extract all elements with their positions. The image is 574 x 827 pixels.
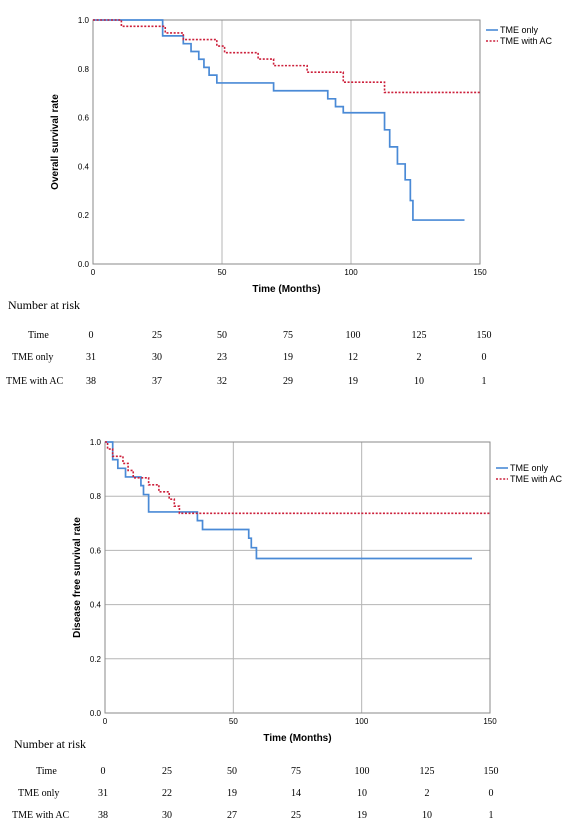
risk-count: 25 [291,810,301,821]
risk-count: 31 [98,788,108,799]
x-tick-label: 150 [473,268,487,277]
y-tick-label: 0.2 [78,211,90,220]
risk-time-value: 25 [152,330,162,341]
x-tick-label: 0 [103,717,108,726]
series-line-tme-only [93,19,465,221]
y-tick-label: 0.8 [90,492,102,501]
y-tick-label: 0.0 [78,260,90,269]
y-axis-title: Overall survival rate [50,94,61,190]
risk-time-value: 25 [162,766,172,777]
risk-time-value: 0 [100,766,106,777]
y-tick-label: 0.0 [90,709,102,718]
risk-count: 0 [481,352,487,363]
x-tick-label: 100 [355,717,369,726]
disease-free-survival-panel: 0.0 0.2 0.4 0.6 0.8 1.0 0 50 100 150 Time (Months)… [0,430,574,827]
risk-row-label: TME with AC [6,376,64,387]
legend-label: TME only [510,463,549,473]
risk-count: 37 [152,376,162,387]
x-axis-title: Time (Months) [252,284,320,295]
risk-count: 10 [357,788,367,799]
risk-table-title: Number at risk [14,737,86,751]
series-line-tme-with-ac [93,19,480,94]
legend-label: TME with AC [510,474,563,484]
y-tick-label: 0.4 [90,601,102,610]
risk-count: 2 [416,352,422,363]
x-axis-title: Time (Months) [263,733,331,744]
risk-row-time: Time 0 25 50 75 100 125 150 [0,766,574,782]
risk-count: 30 [152,352,162,363]
risk-count: 19 [357,810,367,821]
risk-time-value: 0 [88,330,94,341]
risk-count: 29 [283,376,293,387]
risk-row-tme-with-ac: TME with AC 38 37 32 29 19 10 1 [0,376,574,392]
y-tick-label: 1.0 [90,438,102,447]
y-tick-label: 0.6 [78,114,90,123]
series-line-tme-only [105,441,473,560]
risk-count: 38 [86,376,96,387]
risk-time-value: 100 [354,766,370,777]
risk-time-value: 125 [419,766,435,777]
risk-count: 2 [424,788,430,799]
risk-count: 1 [488,810,494,821]
series-line-tme-with-ac [105,441,490,515]
risk-count: 12 [348,352,358,363]
risk-count: 19 [283,352,293,363]
x-tick-label: 50 [229,717,238,726]
plot-frame [92,19,481,265]
risk-row-label: Time [28,330,49,341]
risk-time-value: 75 [291,766,301,777]
overall-survival-panel: 0.0 0.2 0.4 0.6 0.8 1.0 0 50 100 150 Time (Months)… [0,0,574,400]
risk-count: 31 [86,352,96,363]
y-axis-title: Disease free survival rate [72,517,83,638]
risk-row-label: TME with AC [12,810,70,821]
risk-row-label: TME only [18,788,60,799]
y-tick-label: 0.4 [78,162,90,171]
x-tick-label: 50 [218,268,227,277]
disease-free-survival-chart: 0.0 0.2 0.4 0.6 0.8 1.0 0 50 100 150 Time (Months)… [72,438,563,744]
x-tick-label: 150 [483,717,497,726]
risk-count: 1 [481,376,487,387]
risk-count: 22 [162,788,172,799]
risk-row-tme-only: TME only 31 30 23 19 12 2 0 [0,352,574,368]
risk-count: 30 [162,810,172,821]
x-tick-label: 100 [344,268,358,277]
plot-frame [104,441,491,714]
risk-count: 32 [217,376,227,387]
risk-row-label: Time [36,766,57,777]
risk-row-time: Time 0 25 50 75 100 125 150 [0,330,574,346]
risk-row-label: TME only [12,352,54,363]
risk-time-value: 125 [411,330,427,341]
overall-survival-chart: 0.0 0.2 0.4 0.6 0.8 1.0 0 50 100 150 Time (Months)… [50,16,553,295]
risk-count: 19 [227,788,237,799]
legend-label: TME only [500,25,539,35]
risk-count: 23 [217,352,227,363]
x-tick-label: 0 [91,268,96,277]
y-tick-label: 0.2 [90,655,102,664]
risk-time-value: 50 [227,766,237,777]
risk-count: 38 [98,810,108,821]
risk-time-value: 50 [217,330,227,341]
risk-time-value: 150 [476,330,492,341]
risk-time-value: 100 [345,330,361,341]
risk-row-tme-with-ac: TME with AC 38 30 27 25 19 10 1 [0,810,574,826]
risk-count: 14 [291,788,301,799]
risk-count: 27 [227,810,237,821]
risk-row-tme-only: TME only 31 22 19 14 10 2 0 [0,788,574,804]
y-tick-label: 1.0 [78,16,90,25]
y-tick-label: 0.6 [90,546,102,555]
risk-count: 10 [422,810,432,821]
legend-label: TME with AC [500,36,553,46]
risk-time-value: 75 [283,330,293,341]
risk-count: 10 [414,376,424,387]
risk-table-title: Number at risk [8,298,80,312]
risk-time-value: 150 [483,766,499,777]
y-tick-label: 0.8 [78,65,90,74]
risk-count: 0 [488,788,494,799]
risk-count: 19 [348,376,358,387]
